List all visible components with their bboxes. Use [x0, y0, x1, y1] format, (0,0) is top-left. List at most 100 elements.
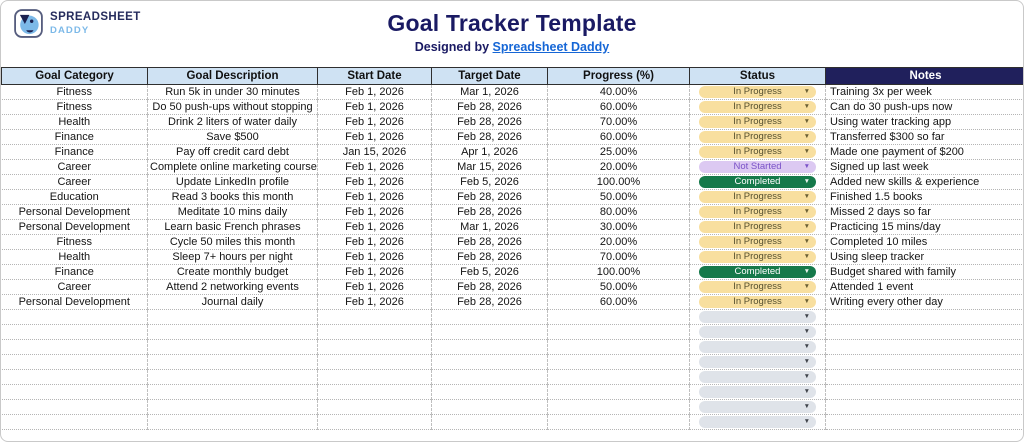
cell-notes[interactable]: Can do 30 push-ups now: [825, 99, 1023, 115]
cell-goal-description[interactable]: Attend 2 networking events: [147, 279, 318, 295]
cell-notes[interactable]: Missed 2 days so far: [825, 204, 1023, 220]
cell-status[interactable]: ▼: [689, 339, 826, 355]
cell-notes[interactable]: Signed up last week: [825, 159, 1023, 175]
cell-progress[interactable]: 20.00%: [547, 234, 690, 250]
status-dropdown[interactable]: In Progress ▼: [699, 296, 816, 308]
cell-notes[interactable]: Finished 1.5 books: [825, 189, 1023, 205]
cell-goal-description[interactable]: Drink 2 liters of water daily: [147, 114, 318, 130]
cell-goal-category[interactable]: Career: [1, 279, 148, 295]
cell-goal-category[interactable]: Finance: [1, 144, 148, 160]
cell-goal-description[interactable]: Journal daily: [147, 294, 318, 310]
cell-goal-category[interactable]: Health: [1, 249, 148, 265]
cell-start-date[interactable]: Feb 1, 2026: [317, 249, 432, 265]
cell-goal-category[interactable]: [1, 369, 148, 385]
cell-status[interactable]: In Progress ▼: [689, 219, 826, 235]
cell-goal-category[interactable]: [1, 324, 148, 340]
cell-start-date[interactable]: Feb 1, 2026: [317, 159, 432, 175]
status-dropdown[interactable]: In Progress ▼: [699, 101, 816, 113]
cell-start-date[interactable]: Feb 1, 2026: [317, 129, 432, 145]
cell-target-date[interactable]: Feb 28, 2026: [431, 294, 548, 310]
cell-status[interactable]: In Progress ▼: [689, 99, 826, 115]
cell-start-date[interactable]: [317, 339, 432, 355]
cell-target-date[interactable]: [431, 399, 548, 415]
cell-status[interactable]: Completed ▼: [689, 264, 826, 280]
status-dropdown[interactable]: Completed ▼: [699, 266, 816, 278]
cell-notes[interactable]: [825, 354, 1023, 370]
cell-progress[interactable]: 60.00%: [547, 99, 690, 115]
cell-goal-description[interactable]: Learn basic French phrases: [147, 219, 318, 235]
cell-notes[interactable]: Budget shared with family: [825, 264, 1023, 280]
status-dropdown[interactable]: ▼: [699, 371, 816, 383]
status-dropdown[interactable]: ▼: [699, 341, 816, 353]
status-dropdown[interactable]: In Progress ▼: [699, 206, 816, 218]
status-dropdown[interactable]: ▼: [699, 401, 816, 413]
cell-start-date[interactable]: [317, 369, 432, 385]
cell-progress[interactable]: 70.00%: [547, 114, 690, 130]
cell-goal-category[interactable]: Personal Development: [1, 204, 148, 220]
cell-status[interactable]: In Progress ▼: [689, 84, 826, 100]
cell-progress[interactable]: 50.00%: [547, 189, 690, 205]
cell-goal-category[interactable]: Fitness: [1, 99, 148, 115]
status-dropdown[interactable]: ▼: [699, 416, 816, 428]
cell-goal-description[interactable]: [147, 309, 318, 325]
cell-status[interactable]: ▼: [689, 354, 826, 370]
cell-goal-category[interactable]: [1, 384, 148, 400]
cell-goal-description[interactable]: [147, 414, 318, 430]
cell-progress[interactable]: [547, 399, 690, 415]
cell-start-date[interactable]: Feb 1, 2026: [317, 294, 432, 310]
cell-notes[interactable]: [825, 339, 1023, 355]
cell-start-date[interactable]: Feb 1, 2026: [317, 84, 432, 100]
cell-notes[interactable]: Completed 10 miles: [825, 234, 1023, 250]
cell-status[interactable]: ▼: [689, 324, 826, 340]
cell-goal-description[interactable]: Complete online marketing course: [147, 159, 318, 175]
cell-notes[interactable]: Added new skills & experience: [825, 174, 1023, 190]
designer-link[interactable]: Spreadsheet Daddy: [492, 40, 610, 54]
cell-notes[interactable]: [825, 309, 1023, 325]
status-dropdown[interactable]: ▼: [699, 326, 816, 338]
cell-notes[interactable]: Training 3x per week: [825, 84, 1023, 100]
cell-progress[interactable]: 40.00%: [547, 84, 690, 100]
cell-start-date[interactable]: [317, 384, 432, 400]
cell-goal-category[interactable]: Health: [1, 114, 148, 130]
cell-goal-category[interactable]: Personal Development: [1, 219, 148, 235]
cell-notes[interactable]: [825, 369, 1023, 385]
cell-status[interactable]: In Progress ▼: [689, 189, 826, 205]
cell-goal-description[interactable]: Update LinkedIn profile: [147, 174, 318, 190]
cell-target-date[interactable]: Mar 15, 2026: [431, 159, 548, 175]
cell-goal-description[interactable]: Pay off credit card debt: [147, 144, 318, 160]
status-dropdown[interactable]: In Progress ▼: [699, 236, 816, 248]
cell-start-date[interactable]: Feb 1, 2026: [317, 99, 432, 115]
cell-start-date[interactable]: Feb 1, 2026: [317, 279, 432, 295]
cell-start-date[interactable]: [317, 324, 432, 340]
cell-target-date[interactable]: [431, 414, 548, 430]
cell-progress[interactable]: [547, 309, 690, 325]
status-dropdown[interactable]: In Progress ▼: [699, 221, 816, 233]
cell-status[interactable]: In Progress ▼: [689, 234, 826, 250]
cell-goal-description[interactable]: Meditate 10 mins daily: [147, 204, 318, 220]
cell-status[interactable]: In Progress ▼: [689, 294, 826, 310]
cell-target-date[interactable]: Feb 5, 2026: [431, 264, 548, 280]
cell-target-date[interactable]: Feb 28, 2026: [431, 279, 548, 295]
status-dropdown[interactable]: In Progress ▼: [699, 251, 816, 263]
cell-target-date[interactable]: Feb 28, 2026: [431, 189, 548, 205]
cell-status[interactable]: Completed ▼: [689, 174, 826, 190]
cell-status[interactable]: ▼: [689, 399, 826, 415]
cell-target-date[interactable]: Feb 28, 2026: [431, 129, 548, 145]
cell-start-date[interactable]: Feb 1, 2026: [317, 174, 432, 190]
cell-notes[interactable]: Made one payment of $200: [825, 144, 1023, 160]
cell-goal-description[interactable]: Create monthly budget: [147, 264, 318, 280]
cell-status[interactable]: ▼: [689, 414, 826, 430]
cell-goal-category[interactable]: Career: [1, 174, 148, 190]
cell-goal-category[interactable]: Personal Development: [1, 294, 148, 310]
cell-target-date[interactable]: Mar 1, 2026: [431, 219, 548, 235]
status-dropdown[interactable]: In Progress ▼: [699, 86, 816, 98]
cell-goal-description[interactable]: [147, 339, 318, 355]
cell-goal-category[interactable]: Fitness: [1, 234, 148, 250]
status-dropdown[interactable]: ▼: [699, 386, 816, 398]
cell-status[interactable]: In Progress ▼: [689, 129, 826, 145]
cell-target-date[interactable]: [431, 354, 548, 370]
status-dropdown[interactable]: ▼: [699, 311, 816, 323]
status-dropdown[interactable]: In Progress ▼: [699, 116, 816, 128]
cell-target-date[interactable]: Feb 28, 2026: [431, 249, 548, 265]
cell-goal-description[interactable]: [147, 354, 318, 370]
